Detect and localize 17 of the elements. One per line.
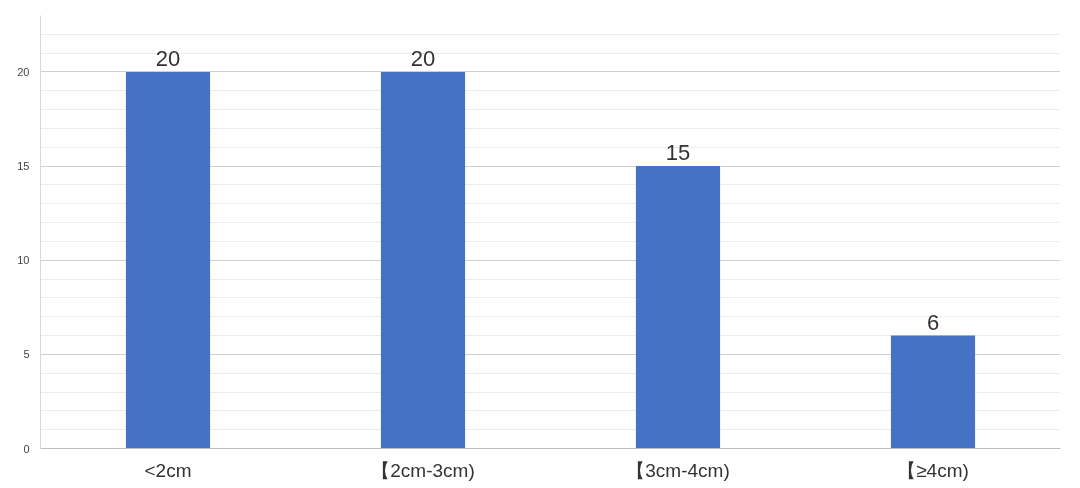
y-tick-label: 0: [23, 442, 30, 455]
y-tick-label: 15: [17, 160, 30, 173]
x-tick-label: 【3cm-4cm): [626, 459, 730, 481]
y-tick-label: 20: [17, 65, 30, 78]
x-tick-label: <2cm: [144, 459, 192, 481]
bar: [890, 335, 976, 449]
data-label: 20: [410, 45, 436, 71]
data-label: 20: [155, 45, 181, 71]
bar: [125, 71, 211, 449]
bar: [380, 71, 466, 449]
y-tick-label: 10: [17, 254, 30, 267]
y-tick-label: 5: [23, 348, 30, 361]
data-label: 6: [926, 309, 940, 335]
x-tick-label: 【2cm-3cm): [371, 459, 475, 481]
data-label: 15: [665, 140, 691, 166]
x-tick-label: 【≥4cm): [897, 459, 969, 481]
bar: [635, 166, 721, 449]
